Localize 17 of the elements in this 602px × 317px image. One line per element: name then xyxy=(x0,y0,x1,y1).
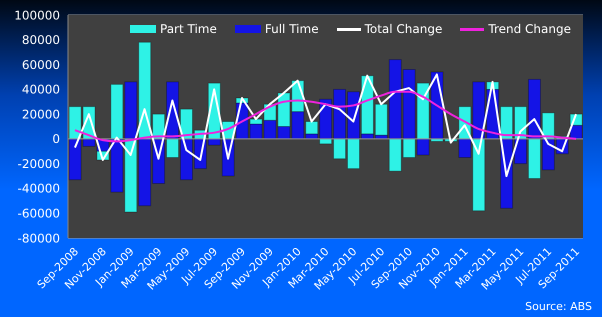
legend-label: Total Change xyxy=(364,22,442,36)
y-tick-label: 0 xyxy=(52,132,60,146)
source-note: Source: ABS xyxy=(525,300,592,313)
line-series xyxy=(74,73,578,178)
legend-label: Trend Change xyxy=(488,22,571,36)
y-tick-label: 60000 xyxy=(22,58,60,72)
y-tick-label: 20000 xyxy=(22,107,60,122)
line-series xyxy=(74,90,578,142)
legend-label: Part Time xyxy=(160,22,217,36)
y-tick-label: 100000 xyxy=(14,8,60,22)
y-tick-label: -40000 xyxy=(17,182,60,196)
legend-label: Full Time xyxy=(264,22,319,36)
y-tick-label: -20000 xyxy=(17,156,60,171)
y-tick-label: -80000 xyxy=(17,231,60,246)
y-tick-label: -60000 xyxy=(17,206,60,220)
y-tick-label: 40000 xyxy=(22,82,60,97)
y-tick-label: 80000 xyxy=(22,33,60,48)
